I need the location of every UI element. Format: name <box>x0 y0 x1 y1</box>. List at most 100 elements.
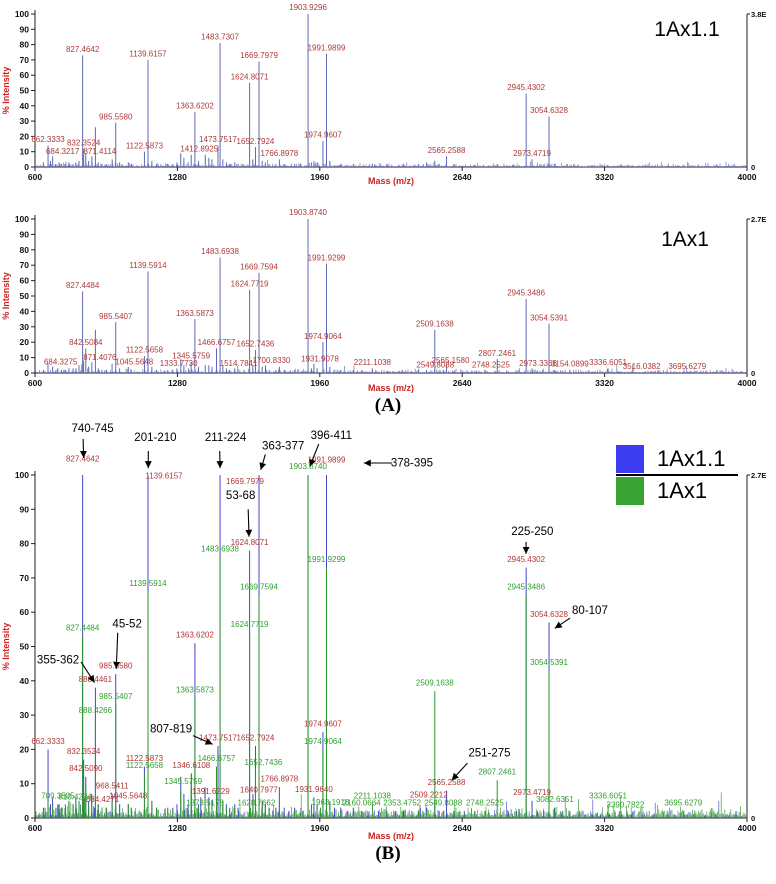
svg-text:Mass (m/z): Mass (m/z) <box>368 176 414 186</box>
svg-text:1931.9078: 1931.9078 <box>301 354 339 363</box>
svg-text:3695.6279: 3695.6279 <box>664 799 702 808</box>
svg-text:378-395: 378-395 <box>391 457 433 469</box>
svg-text:3320: 3320 <box>595 823 614 833</box>
panel-b-label: (B) <box>375 843 401 864</box>
svg-text:2565.2588: 2565.2588 <box>428 146 466 155</box>
svg-text:709.3505: 709.3505 <box>41 792 75 801</box>
legend-label-1ax1: 1Ax1 <box>657 478 708 503</box>
svg-text:3336.6051: 3336.6051 <box>589 358 627 367</box>
svg-text:3082.6351: 3082.6351 <box>536 795 574 804</box>
svg-text:3320: 3320 <box>595 172 614 182</box>
svg-text:662.3333: 662.3333 <box>31 737 65 746</box>
svg-text:50: 50 <box>20 291 30 301</box>
svg-text:807-819: 807-819 <box>150 723 192 735</box>
svg-text:1766.8978: 1766.8978 <box>260 775 298 784</box>
svg-text:1466.6757: 1466.6757 <box>198 754 236 763</box>
ms-overlay-canvas: 0 10 20 30 40 50 60 70 80 90 100 600 1280 1960 2640 332… <box>1 423 766 841</box>
svg-text:80: 80 <box>20 40 30 50</box>
svg-text:2945.3486: 2945.3486 <box>507 582 545 591</box>
svg-text:40: 40 <box>20 676 30 686</box>
svg-text:% Intensity: % Intensity <box>1 272 11 320</box>
svg-text:2945.4302: 2945.4302 <box>507 555 545 564</box>
svg-text:684.3217: 684.3217 <box>46 147 80 156</box>
svg-text:1974.9607: 1974.9607 <box>304 720 342 729</box>
svg-text:1346.6108: 1346.6108 <box>172 761 210 770</box>
legend-label-1ax1-1: 1Ax1.1 <box>657 446 726 471</box>
svg-text:871.4076: 871.4076 <box>83 353 117 362</box>
svg-text:1345.5759: 1345.5759 <box>172 351 210 360</box>
svg-text:80-107: 80-107 <box>572 605 608 617</box>
svg-text:80: 80 <box>20 245 30 255</box>
svg-text:251-275: 251-275 <box>468 747 510 759</box>
svg-text:1766.8978: 1766.8978 <box>260 149 298 158</box>
svg-text:4000: 4000 <box>738 172 757 182</box>
svg-text:1280: 1280 <box>168 172 187 182</box>
svg-text:1991.9299: 1991.9299 <box>308 253 346 262</box>
svg-text:1391.6229: 1391.6229 <box>192 787 230 796</box>
svg-text:1991.9299: 1991.9299 <box>308 555 346 564</box>
legend: 1Ax1.1 1Ax1 <box>616 444 738 506</box>
svg-text:53-68: 53-68 <box>226 490 255 502</box>
svg-text:1640.7977: 1640.7977 <box>240 785 278 794</box>
svg-text:684.3275: 684.3275 <box>44 358 78 367</box>
svg-text:Mass (m/z): Mass (m/z) <box>368 383 414 393</box>
svg-text:20: 20 <box>20 131 30 141</box>
svg-text:1333.7730: 1333.7730 <box>160 359 198 368</box>
svg-text:0: 0 <box>751 369 755 378</box>
svg-text:2509.2212: 2509.2212 <box>410 791 448 800</box>
svg-text:2.7E: 2.7E <box>751 471 766 480</box>
ms-1ax1-canvas: 0 10 20 30 40 50 60 70 80 90 100 600 1280 1960 2640 332… <box>1 208 766 393</box>
svg-text:2211.1038: 2211.1038 <box>354 358 392 367</box>
svg-text:0: 0 <box>24 813 29 823</box>
svg-text:2973.4719: 2973.4719 <box>513 149 551 158</box>
svg-text:100: 100 <box>15 214 29 224</box>
svg-text:1652.7924: 1652.7924 <box>237 733 275 742</box>
svg-text:810.4284: 810.4284 <box>58 792 92 801</box>
svg-text:1974.9064: 1974.9064 <box>304 737 342 746</box>
svg-text:2211.1038: 2211.1038 <box>354 792 392 801</box>
svg-text:45-52: 45-52 <box>112 619 141 631</box>
svg-text:3054.5391: 3054.5391 <box>530 313 568 322</box>
svg-text:4000: 4000 <box>738 378 757 388</box>
svg-text:1045.5648: 1045.5648 <box>109 792 147 801</box>
svg-text:80: 80 <box>20 539 30 549</box>
svg-text:1960: 1960 <box>310 172 329 182</box>
svg-text:2353.4752: 2353.4752 <box>383 799 421 808</box>
svg-text:1363.5873: 1363.5873 <box>176 309 214 318</box>
svg-text:1466.6757: 1466.6757 <box>198 338 236 347</box>
svg-text:2160.0664: 2160.0664 <box>343 799 381 808</box>
svg-text:1139.6157: 1139.6157 <box>129 50 167 59</box>
svg-text:1139.5914: 1139.5914 <box>129 261 167 270</box>
svg-text:2509.1638: 2509.1638 <box>416 678 454 687</box>
svg-text:1974.9607: 1974.9607 <box>304 131 342 140</box>
svg-text:888.4266: 888.4266 <box>79 706 113 715</box>
svg-text:1280: 1280 <box>168 378 187 388</box>
svg-text:888.4461: 888.4461 <box>79 675 113 684</box>
svg-text:985.5580: 985.5580 <box>99 112 133 121</box>
svg-text:% Intensity: % Intensity <box>1 67 11 115</box>
svg-text:Mass (m/z): Mass (m/z) <box>368 831 414 841</box>
svg-text:% Intensity: % Intensity <box>1 623 11 671</box>
svg-text:10: 10 <box>20 147 30 157</box>
svg-text:1Ax1: 1Ax1 <box>661 228 709 251</box>
svg-text:2640: 2640 <box>453 378 472 388</box>
svg-text:50: 50 <box>20 642 30 652</box>
svg-text:2509.1638: 2509.1638 <box>416 320 454 329</box>
svg-text:1624.8071: 1624.8071 <box>231 73 269 82</box>
svg-text:2807.2461: 2807.2461 <box>478 768 516 777</box>
svg-text:600: 600 <box>28 172 42 182</box>
svg-text:3336.6051: 3336.6051 <box>589 792 627 801</box>
svg-text:1139.6157: 1139.6157 <box>145 472 183 481</box>
svg-text:90: 90 <box>20 229 30 239</box>
svg-text:1903.8740: 1903.8740 <box>289 462 327 471</box>
svg-text:3320: 3320 <box>595 378 614 388</box>
svg-text:3154.0899: 3154.0899 <box>551 360 589 369</box>
svg-text:70: 70 <box>20 260 30 270</box>
svg-text:2945.4302: 2945.4302 <box>507 83 545 92</box>
svg-text:3695.6279: 3695.6279 <box>668 362 706 371</box>
svg-text:20: 20 <box>20 744 30 754</box>
svg-text:1700.8330: 1700.8330 <box>253 356 291 365</box>
svg-text:1122.5658: 1122.5658 <box>126 346 164 355</box>
svg-text:1473.7517: 1473.7517 <box>199 135 237 144</box>
